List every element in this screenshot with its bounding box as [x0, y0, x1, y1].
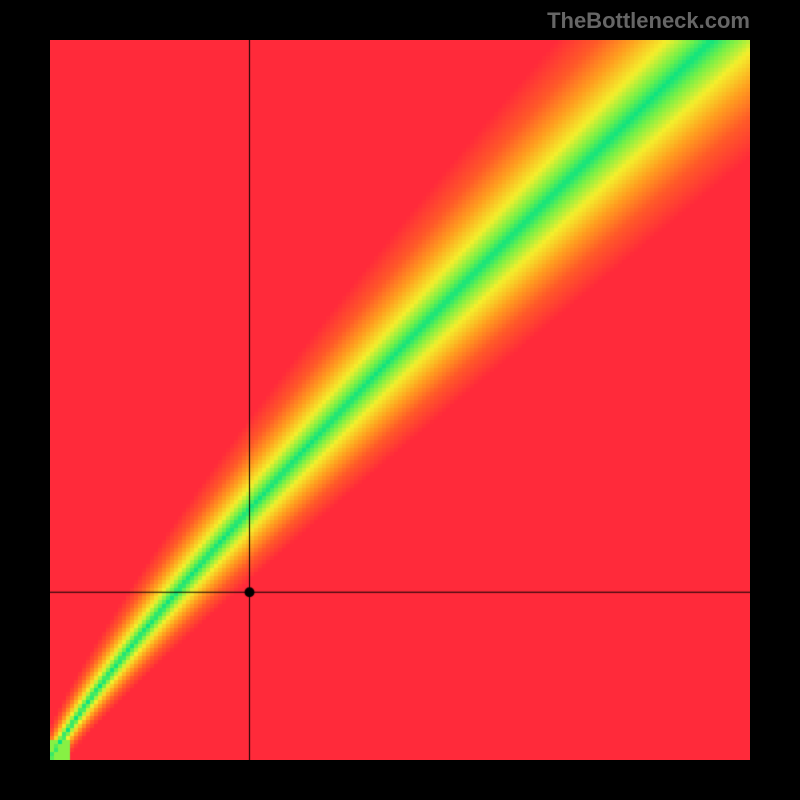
heatmap-plot [50, 40, 750, 760]
watermark-text: TheBottleneck.com [547, 8, 750, 34]
heatmap-canvas [50, 40, 750, 760]
